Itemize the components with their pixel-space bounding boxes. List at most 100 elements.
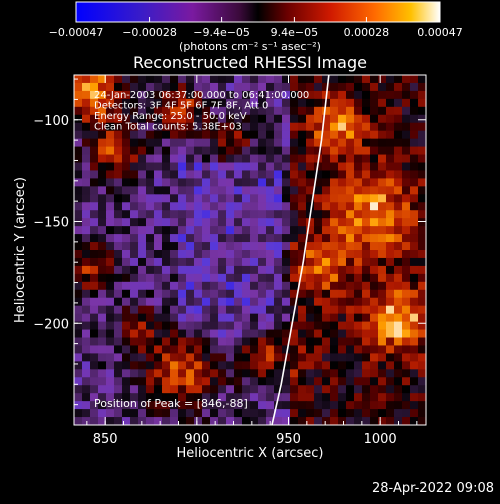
- heatmap-cell: [298, 345, 307, 354]
- heatmap-cell: [122, 281, 131, 291]
- heatmap-cell: [242, 409, 251, 418]
- heatmap-cell: [378, 273, 387, 283]
- heatmap-cell: [378, 337, 387, 347]
- heatmap-cell: [186, 178, 195, 187]
- heatmap-cell: [378, 146, 387, 156]
- heatmap-cell: [386, 114, 395, 124]
- heatmap-cell: [338, 242, 347, 251]
- heatmap-cell: [210, 162, 219, 172]
- heatmap-cell: [82, 377, 91, 386]
- heatmap-cell: [178, 122, 187, 132]
- heatmap-cell: [282, 265, 291, 275]
- heatmap-cell: [162, 178, 171, 187]
- heatmap-cell: [362, 297, 371, 307]
- heatmap-cell: [154, 178, 163, 187]
- heatmap-cell: [90, 130, 99, 140]
- heatmap-cell: [234, 353, 243, 362]
- heatmap-cell: [138, 313, 147, 323]
- heatmap-cell: [402, 353, 411, 362]
- heatmap-cell: [378, 106, 387, 116]
- heatmap-cell: [282, 361, 291, 370]
- heatmap-cell: [138, 114, 147, 124]
- heatmap-cell: [74, 257, 83, 267]
- info-line: Clean Total counts: 5.38E+03: [94, 122, 242, 133]
- heatmap-cell: [330, 409, 339, 418]
- heatmap-cell: [338, 138, 347, 148]
- heatmap-cell: [274, 265, 283, 275]
- heatmap-cell: [330, 82, 339, 92]
- heatmap-cell: [346, 226, 355, 235]
- heatmap-cell: [418, 297, 426, 307]
- heatmap-cell: [370, 273, 379, 283]
- heatmap-cell: [98, 329, 107, 339]
- heatmap-cell: [242, 337, 251, 347]
- heatmap-cell: [114, 337, 123, 347]
- heatmap-cell: [330, 401, 339, 410]
- heatmap-cell: [338, 226, 347, 235]
- heatmap-cell: [346, 154, 355, 164]
- heatmap-cell: [306, 114, 315, 124]
- heatmap-cell: [106, 162, 115, 172]
- heatmap-cell: [162, 377, 171, 386]
- heatmap-cell: [90, 393, 99, 402]
- heatmap-cell: [130, 353, 139, 362]
- heatmap-cell: [330, 337, 339, 347]
- heatmap-cell: [210, 281, 219, 291]
- heatmap-cell: [138, 369, 147, 378]
- heatmap-cell: [298, 98, 307, 108]
- heatmap-cell: [394, 130, 403, 140]
- heatmap-cell: [146, 218, 155, 227]
- heatmap-cell: [234, 281, 243, 291]
- heatmap-cell: [250, 385, 259, 394]
- heatmap-cell: [250, 146, 259, 156]
- heatmap-cell: [90, 82, 99, 92]
- heatmap-cell: [114, 130, 123, 140]
- heatmap-cell: [170, 162, 179, 172]
- heatmap-cell: [178, 210, 187, 219]
- heatmap-cell: [338, 130, 347, 140]
- heatmap-cell: [234, 234, 243, 243]
- heatmap-cell: [386, 226, 395, 235]
- heatmap-cell: [74, 305, 83, 315]
- heatmap-cell: [394, 194, 403, 203]
- heatmap-cell: [314, 138, 323, 148]
- heatmap-cell: [410, 210, 419, 219]
- heatmap-cell: [410, 250, 419, 259]
- heatmap-cell: [338, 257, 347, 267]
- heatmap-cell: [122, 297, 131, 307]
- heatmap-cell: [186, 218, 195, 227]
- heatmap-cell: [138, 234, 147, 243]
- heatmap-cell: [298, 114, 307, 124]
- heatmap-cell: [394, 242, 403, 251]
- heatmap-cell: [314, 417, 323, 425]
- heatmap-cell: [202, 289, 211, 299]
- heatmap-cell: [378, 377, 387, 386]
- heatmap-cell: [210, 297, 219, 307]
- heatmap-cell: [114, 401, 123, 410]
- heatmap-cell: [98, 313, 107, 323]
- heatmap-cell: [98, 257, 107, 267]
- heatmap-cell: [226, 218, 235, 227]
- heatmap-cell: [386, 210, 395, 219]
- heatmap-cell: [258, 345, 267, 354]
- heatmap-cell: [274, 210, 283, 219]
- heatmap-cell: [82, 417, 91, 425]
- heatmap-cell: [298, 353, 307, 362]
- heatmap-cell: [330, 289, 339, 299]
- heatmap-cell: [322, 122, 331, 132]
- heatmap-cell: [210, 218, 219, 227]
- heatmap-cell: [98, 273, 107, 283]
- heatmap-cell: [194, 98, 203, 108]
- heatmap-cell: [314, 162, 323, 172]
- heatmap-cell: [282, 202, 291, 211]
- heatmap-cell: [234, 202, 243, 211]
- heatmap-cell: [154, 337, 163, 347]
- heatmap-cell: [130, 242, 139, 251]
- heatmap-cell: [186, 210, 195, 219]
- heatmap-cell: [290, 377, 299, 386]
- heatmap-cell: [194, 401, 203, 410]
- heatmap-cell: [226, 98, 235, 108]
- heatmap-cell: [138, 98, 147, 108]
- heatmap-cell: [186, 154, 195, 164]
- heatmap-cell: [122, 98, 131, 108]
